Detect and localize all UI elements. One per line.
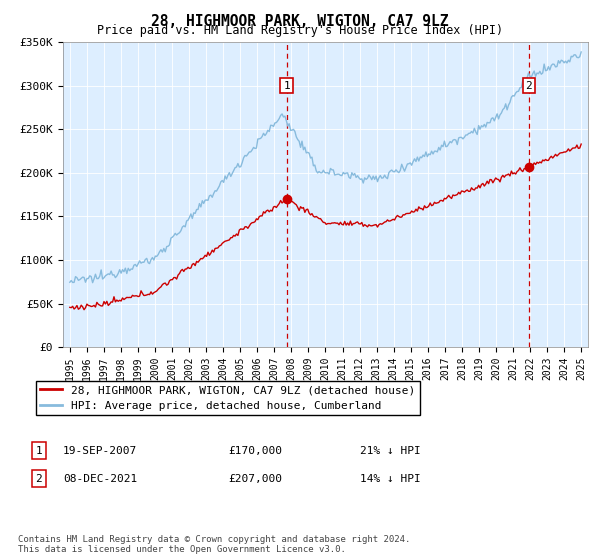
Text: £170,000: £170,000 <box>228 446 282 456</box>
HPI: Average price, detached house, Cumberland: (2.01e+03, 2.07e+05): Average price, detached house, Cumberlan… <box>237 164 244 170</box>
Line: 28, HIGHMOOR PARK, WIGTON, CA7 9LZ (detached house): 28, HIGHMOOR PARK, WIGTON, CA7 9LZ (deta… <box>70 144 581 310</box>
28, HIGHMOOR PARK, WIGTON, CA7 9LZ (detached house) <box>245 223 253 230</box>
28, HIGHMOOR PARK, WIGTON, CA7 9LZ (detached house) <box>66 304 73 311</box>
Text: 1: 1 <box>283 81 290 91</box>
28, HIGHMOOR PARK, WIGTON, CA7 9LZ (detached house) <box>578 141 585 147</box>
Legend: 28, HIGHMOOR PARK, WIGTON, CA7 9LZ (detached house), HPI: Average price, detache: 28, HIGHMOOR PARK, WIGTON, CA7 9LZ (deta… <box>35 381 420 415</box>
Text: 08-DEC-2021: 08-DEC-2021 <box>63 474 137 484</box>
28, HIGHMOOR PARK, WIGTON, CA7 9LZ (detached house) <box>551 153 558 160</box>
Text: 19-SEP-2007: 19-SEP-2007 <box>63 446 137 456</box>
Text: 1: 1 <box>35 446 43 456</box>
HPI: Average price, detached house, Cumberland: (2.01e+03, 2.24e+05): Average price, detached house, Cumberlan… <box>245 148 253 155</box>
Text: 2: 2 <box>526 81 532 91</box>
Text: 2: 2 <box>35 474 43 484</box>
HPI: Average price, detached house, Cumberland: (2.02e+03, 3.39e+05): Average price, detached house, Cumberlan… <box>578 49 585 55</box>
HPI: Average price, detached house, Cumberland: (2e+03, 9.4e+04): Average price, detached house, Cumberlan… <box>130 262 137 269</box>
HPI: Average price, detached house, Cumberland: (2.02e+03, 3.24e+05): Average price, detached house, Cumberlan… <box>551 61 558 68</box>
HPI: Average price, detached house, Cumberland: (2e+03, 7.45e+04): Average price, detached house, Cumberlan… <box>66 279 73 286</box>
HPI: Average price, detached house, Cumberland: (2.01e+03, 2.48e+05): Average price, detached house, Cumberlan… <box>291 128 298 135</box>
Text: 28, HIGHMOOR PARK, WIGTON, CA7 9LZ: 28, HIGHMOOR PARK, WIGTON, CA7 9LZ <box>151 14 449 29</box>
Text: Contains HM Land Registry data © Crown copyright and database right 2024.
This d: Contains HM Land Registry data © Crown c… <box>18 535 410 554</box>
HPI: Average price, detached house, Cumberland: (2e+03, 1.89e+05): Average price, detached house, Cumberlan… <box>220 179 227 186</box>
28, HIGHMOOR PARK, WIGTON, CA7 9LZ (detached house) <box>291 200 298 207</box>
Text: £207,000: £207,000 <box>228 474 282 484</box>
28, HIGHMOOR PARK, WIGTON, CA7 9LZ (detached house) <box>80 306 88 313</box>
Text: Price paid vs. HM Land Registry's House Price Index (HPI): Price paid vs. HM Land Registry's House … <box>97 24 503 37</box>
Text: 21% ↓ HPI: 21% ↓ HPI <box>360 446 421 456</box>
HPI: Average price, detached house, Cumberland: (2e+03, 7.4e+04): Average price, detached house, Cumberlan… <box>89 279 96 286</box>
Text: 14% ↓ HPI: 14% ↓ HPI <box>360 474 421 484</box>
28, HIGHMOOR PARK, WIGTON, CA7 9LZ (detached house) <box>220 239 227 246</box>
28, HIGHMOOR PARK, WIGTON, CA7 9LZ (detached house) <box>237 226 244 232</box>
28, HIGHMOOR PARK, WIGTON, CA7 9LZ (detached house) <box>130 293 137 300</box>
Line: HPI: Average price, detached house, Cumberland: HPI: Average price, detached house, Cumb… <box>70 52 581 283</box>
